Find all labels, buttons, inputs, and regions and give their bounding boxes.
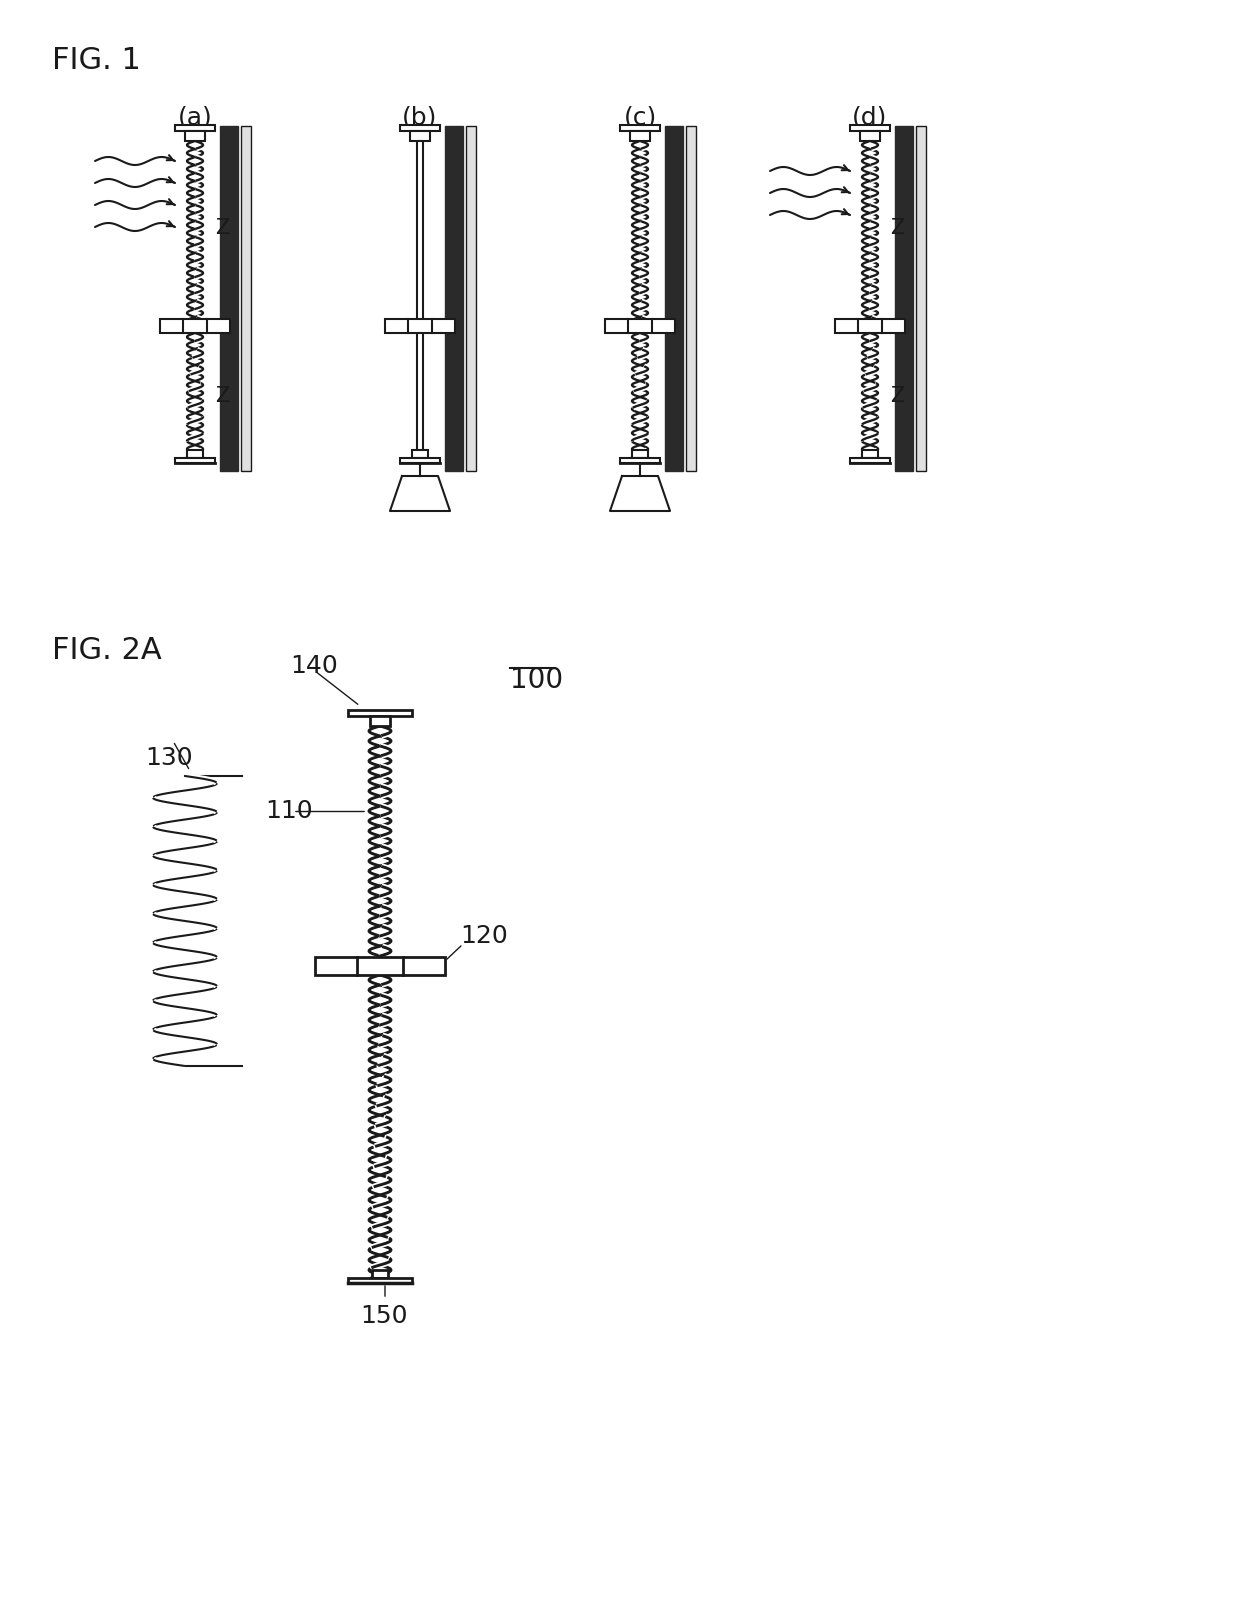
Bar bbox=[219, 126, 238, 470]
Bar bbox=[315, 957, 445, 974]
Text: (a): (a) bbox=[177, 107, 212, 129]
Bar bbox=[665, 126, 683, 470]
Bar bbox=[849, 457, 890, 464]
Text: 150: 150 bbox=[360, 1304, 408, 1328]
Bar bbox=[410, 131, 430, 141]
Bar bbox=[401, 457, 440, 464]
Text: (c): (c) bbox=[624, 107, 657, 129]
Text: 100: 100 bbox=[510, 666, 563, 693]
Text: (d): (d) bbox=[852, 107, 888, 129]
Bar bbox=[160, 318, 229, 333]
Bar bbox=[632, 449, 649, 457]
Text: Z: Z bbox=[890, 386, 904, 406]
Bar bbox=[466, 126, 476, 470]
Bar bbox=[348, 709, 412, 716]
Text: 110: 110 bbox=[265, 800, 312, 824]
Bar bbox=[686, 126, 696, 470]
Bar bbox=[241, 126, 250, 470]
Text: Z: Z bbox=[215, 218, 229, 239]
Text: 130: 130 bbox=[145, 747, 192, 769]
Text: 120: 120 bbox=[460, 924, 507, 949]
Text: FIG. 1: FIG. 1 bbox=[52, 45, 141, 74]
Bar bbox=[401, 124, 440, 131]
Bar bbox=[620, 124, 660, 131]
Bar bbox=[620, 457, 660, 464]
Bar bbox=[412, 449, 428, 457]
Bar bbox=[175, 457, 215, 464]
Bar bbox=[605, 318, 675, 333]
Bar bbox=[445, 126, 463, 470]
Bar bbox=[370, 716, 391, 726]
Bar bbox=[895, 126, 913, 470]
Text: Z: Z bbox=[215, 386, 229, 406]
Bar bbox=[630, 131, 650, 141]
Bar bbox=[862, 449, 878, 457]
Polygon shape bbox=[391, 477, 450, 511]
Bar bbox=[348, 1278, 412, 1283]
Bar bbox=[861, 131, 880, 141]
Text: 140: 140 bbox=[290, 654, 337, 679]
Text: (b): (b) bbox=[402, 107, 438, 129]
Bar bbox=[916, 126, 926, 470]
Bar bbox=[185, 131, 205, 141]
Bar bbox=[187, 449, 203, 457]
Text: FIG. 2A: FIG. 2A bbox=[52, 637, 161, 666]
Text: Z: Z bbox=[890, 218, 904, 239]
Bar bbox=[849, 124, 890, 131]
Bar bbox=[175, 124, 215, 131]
Bar bbox=[372, 1270, 388, 1278]
Bar bbox=[835, 318, 905, 333]
Polygon shape bbox=[610, 477, 670, 511]
Bar bbox=[384, 318, 455, 333]
